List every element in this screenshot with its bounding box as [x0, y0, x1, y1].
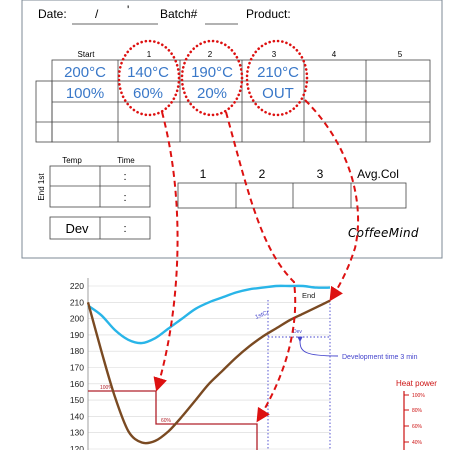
color-header-3: 3 [317, 167, 324, 181]
col-header-1: 1 [147, 50, 152, 59]
chart-grid [88, 285, 330, 450]
highlight-stage-1 [117, 39, 181, 117]
dev-pointer [297, 336, 339, 357]
date-separator-2: ' [127, 3, 129, 17]
y-tick-label: 150 [70, 395, 84, 405]
arrow-stage-2 [225, 111, 297, 423]
coffeemind-logo: CoffeeMind [348, 226, 419, 240]
power-cell-2[interactable]: 20% [197, 85, 227, 102]
y-tick-label: 130 [70, 428, 84, 438]
heat-tick-100: 100% [412, 393, 425, 399]
y-tick-label: 170 [70, 363, 84, 373]
y-axis-ticks: 220 210 200 190 180 170 160 150 140 130 120 [70, 281, 84, 450]
environment-temp-curve [87, 284, 331, 345]
highlight-stage-3 [245, 39, 309, 117]
crack-table: Temp Time End 1st : : Dev : [37, 156, 151, 240]
temp-cell-2[interactable]: 190°C [191, 64, 233, 81]
arrow-stage-1 [153, 111, 179, 392]
heat-tick-80: 80% [412, 408, 423, 414]
power-cell-start[interactable]: 100% [66, 85, 104, 102]
date-label: Date: [38, 7, 67, 21]
development-zone [267, 300, 331, 450]
temp-cell-3[interactable]: 210°C [257, 64, 299, 81]
stage-highlights [117, 39, 309, 117]
col-header-2: 2 [208, 50, 213, 59]
arrow-stage-3 [304, 99, 360, 302]
temp-header: Temp [62, 156, 82, 165]
temp-cell-1[interactable]: 140°C [127, 64, 169, 81]
col-header-start: Start [78, 50, 96, 59]
bean-temp-curve [86, 299, 331, 445]
y-tick-label: 140 [70, 411, 84, 421]
color-header-1: 1 [200, 167, 207, 181]
y-tick-label: 190 [70, 330, 84, 340]
col-header-4: 4 [332, 50, 337, 59]
color-header-2: 2 [259, 167, 266, 181]
callout-arrows [153, 99, 360, 423]
form-border [21, 0, 443, 259]
temp-cell-start[interactable]: 200°C [64, 64, 106, 81]
col-header-3: 3 [272, 50, 277, 59]
crack-time-colon-2: : [123, 192, 126, 204]
heat-power-axis: Heat power 100% 80% 60% 40% [396, 379, 437, 450]
stage-table-side [35, 80, 53, 143]
avg-color-header: Avg.Col [357, 167, 399, 181]
highlight-stage-2 [180, 39, 244, 117]
crack-time-colon-1: : [123, 171, 126, 183]
heat-step-100: 100% [100, 385, 113, 391]
stage-temp-row: 200°C 140°C 190°C 210°C [64, 64, 299, 81]
y-tick-label: 200 [70, 314, 84, 324]
batch-label: Batch# [160, 7, 198, 21]
heat-tick-40: 40% [412, 440, 423, 446]
dev-time-colon: : [123, 223, 126, 235]
stage-power-row: 100% 60% 20% OUT [66, 85, 294, 102]
heat-step-60: 60% [161, 418, 172, 424]
y-tick-label: 220 [70, 281, 84, 291]
y-tick-label: 120 [70, 444, 84, 450]
stage-table-headers: Start 1 2 3 4 5 [78, 50, 403, 59]
heat-tick-60: 60% [412, 424, 423, 430]
development-time-label: Development time 3 min [342, 354, 418, 361]
y-tick-label: 160 [70, 379, 84, 389]
heat-power-title: Heat power [396, 379, 437, 388]
product-label: Product: [246, 7, 291, 21]
end-label: End [302, 291, 315, 300]
roast-form: Date: / ' Batch# Product: Start 1 2 3 4 … [21, 0, 443, 259]
first-crack-label: 1stCr [255, 310, 271, 321]
roast-chart: 220 210 200 190 180 170 160 150 140 130 120 100% 6… [70, 278, 437, 450]
y-tick-label: 180 [70, 346, 84, 356]
time-header: Time [117, 156, 135, 165]
color-table: 1 2 3 Avg.Col [177, 167, 407, 209]
end-first-crack-label: End 1st [37, 173, 46, 201]
dev-chart-label: Dev [293, 329, 302, 335]
heat-power-line [88, 390, 258, 450]
col-header-5: 5 [398, 50, 403, 59]
power-cell-1[interactable]: 60% [133, 85, 163, 102]
y-tick-label: 210 [70, 297, 84, 307]
date-separator-1: / [95, 7, 99, 21]
power-cell-3[interactable]: OUT [262, 85, 294, 102]
dev-label: Dev [65, 221, 89, 236]
